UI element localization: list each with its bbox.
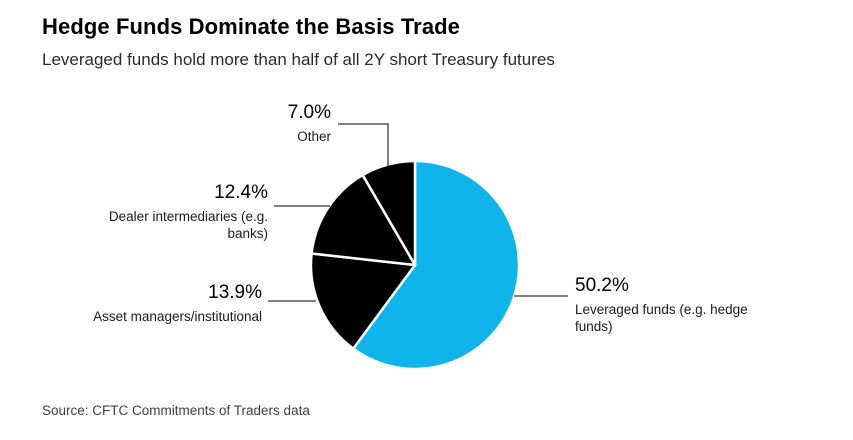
callout-leveraged-label: Leveraged funds (e.g. hedge funds)	[575, 301, 748, 335]
leader-line-other	[338, 123, 389, 166]
callout-asset-managers-label: Asset managers/institutional	[93, 308, 262, 324]
callout-asset-managers-pct: 13.9%	[208, 282, 262, 303]
pie-slice-leveraged	[351, 159, 521, 371]
callout-dealer-label: Dealer intermediaries (e.g. banks)	[108, 208, 268, 242]
pie-slice-dealer	[310, 173, 417, 267]
callout-leveraged-pct: 50.2%	[575, 275, 629, 296]
chart-title: Hedge Funds Dominate the Basis Trade	[42, 14, 461, 39]
callout-dealer-pct: 12.4%	[214, 182, 268, 203]
callout-dealer: 12.4% Dealer intermediaries (e.g. banks)	[73, 182, 268, 243]
chart-subtitle: Leveraged funds hold more than half of a…	[42, 50, 555, 69]
callout-other: 7.0% Other	[191, 102, 331, 145]
pie-slices	[309, 159, 521, 371]
callout-other-pct: 7.0%	[287, 102, 331, 123]
callout-asset-managers: 13.9% Asset managers/institutional	[32, 282, 262, 325]
source-note: Source: CFTC Commitments of Traders data	[42, 403, 310, 418]
leader-lines	[268, 123, 568, 302]
callout-leveraged: 50.2% Leveraged funds (e.g. hedge funds)	[575, 275, 765, 336]
pie-slice-asset-managers	[309, 252, 417, 350]
callout-other-label: Other	[297, 128, 331, 144]
